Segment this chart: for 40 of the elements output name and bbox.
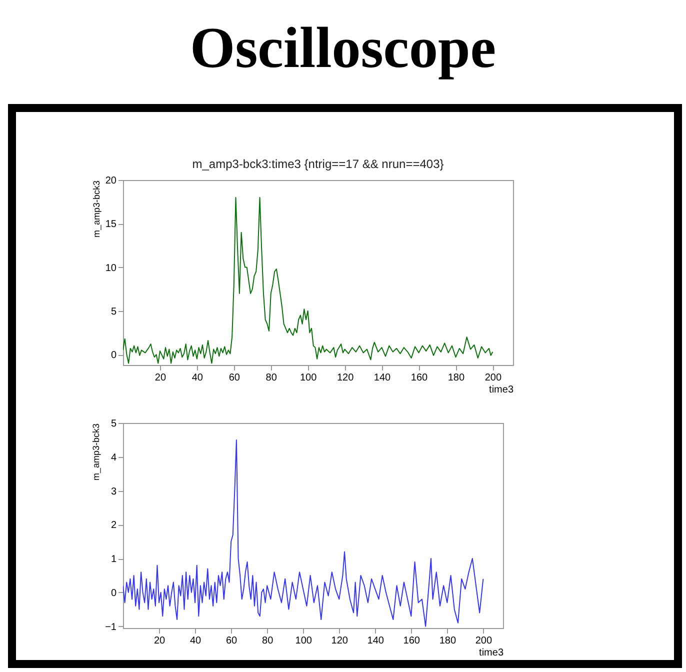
x-tick-label: 160 bbox=[410, 372, 428, 384]
x-tick-label: 40 bbox=[192, 372, 204, 384]
y-axis-title: m_amp3-bck3 bbox=[91, 180, 102, 238]
y-tick-label: 0 bbox=[110, 350, 117, 362]
x-tick-label: 100 bbox=[300, 372, 318, 384]
x-tick-label: 20 bbox=[154, 636, 166, 646]
y-tick-label: 4 bbox=[110, 452, 117, 464]
chart-title: Oscilloscope bbox=[188, 14, 498, 82]
x-axis-title: time3 bbox=[489, 384, 514, 396]
x-axis-title: time3 bbox=[479, 648, 504, 658]
y-tick-label: 0 bbox=[110, 588, 117, 599]
x-tick-label: 200 bbox=[475, 636, 492, 646]
x-tick-label: 200 bbox=[484, 372, 502, 384]
y-tick-label: 1 bbox=[110, 554, 117, 566]
x-tick-label: 180 bbox=[448, 372, 465, 384]
x-tick-label: 80 bbox=[262, 636, 274, 646]
x-tick-label: 140 bbox=[367, 636, 384, 646]
x-tick-label: 80 bbox=[266, 372, 278, 384]
chart-subtitle: m_amp3-bck3:time3 {ntrig==17 && nrun==403} bbox=[192, 157, 444, 171]
x-tick-label: 120 bbox=[331, 636, 348, 646]
y-tick-label: 15 bbox=[105, 219, 117, 230]
x-tick-label: 120 bbox=[336, 372, 354, 384]
x-tick-label: 20 bbox=[154, 372, 166, 384]
x-tick-label: 140 bbox=[374, 372, 392, 384]
x-tick-label: 100 bbox=[295, 636, 312, 646]
y-tick-label: 5 bbox=[110, 418, 117, 430]
x-tick-label: 40 bbox=[190, 636, 202, 646]
y-tick-label: 3 bbox=[110, 486, 117, 498]
y-tick-label: −1 bbox=[105, 622, 117, 633]
line-series bbox=[123, 439, 484, 627]
y-tick-label: 20 bbox=[105, 176, 117, 186]
x-tick-label: 60 bbox=[226, 636, 238, 646]
x-tick-label: 160 bbox=[403, 636, 420, 646]
x-tick-label: 180 bbox=[439, 636, 456, 646]
x-tick-label: 60 bbox=[228, 372, 240, 384]
y-tick-label: 10 bbox=[105, 262, 117, 274]
y-tick-label: 5 bbox=[110, 306, 117, 318]
y-axis-title: m_amp3-bck3 bbox=[91, 424, 102, 481]
line-series bbox=[123, 196, 494, 364]
y-tick-label: 2 bbox=[110, 520, 117, 532]
